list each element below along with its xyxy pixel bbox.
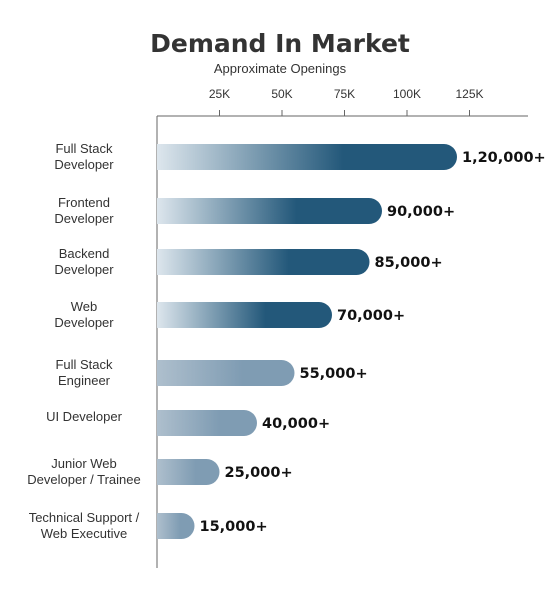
category-label: Developer	[54, 157, 114, 172]
category-label: Full Stack	[55, 357, 113, 372]
category-label: Frontend	[58, 195, 110, 210]
axes: 25K 50K 75K 100K 125K	[156, 87, 528, 568]
category-label: UI Developer	[46, 409, 123, 424]
bar	[157, 513, 195, 539]
category-label: Developer	[54, 262, 114, 277]
category-label: Developer / Trainee	[27, 472, 140, 487]
bar	[157, 302, 332, 328]
category-label: Junior Web	[51, 456, 117, 471]
category-label: Engineer	[58, 373, 111, 388]
chart-title: Demand In Market	[150, 29, 410, 58]
data-label: 90,000+	[387, 204, 455, 220]
bar	[157, 249, 370, 275]
category-label: Backend	[59, 246, 110, 261]
bar	[157, 459, 220, 485]
data-label: 40,000+	[262, 416, 330, 432]
chart-subtitle: Approximate Openings	[214, 61, 347, 76]
bar	[157, 198, 382, 224]
bar	[157, 144, 457, 170]
category-label: Web Executive	[41, 526, 127, 541]
data-label: 25,000+	[225, 465, 293, 481]
data-label: 70,000+	[337, 308, 405, 324]
data-label: 55,000+	[300, 366, 368, 382]
category-label: Technical Support /	[29, 510, 140, 525]
x-tick-label: 25K	[209, 87, 230, 101]
category-label: Full Stack	[55, 141, 113, 156]
data-label: 15,000+	[200, 519, 268, 535]
x-tick-label: 100K	[393, 87, 421, 101]
x-tick-label: 125K	[455, 87, 483, 101]
data-label: 85,000+	[375, 255, 443, 271]
category-label: Developer	[54, 211, 114, 226]
bar	[157, 360, 295, 386]
bars: 1,20,000+Full StackDeveloper90,000+Front…	[27, 141, 545, 541]
category-label: Web	[71, 299, 98, 314]
x-tick-label: 75K	[334, 87, 355, 101]
category-label: Developer	[54, 315, 114, 330]
bar	[157, 410, 257, 436]
data-label: 1,20,000+	[462, 150, 546, 166]
x-tick-label: 50K	[271, 87, 292, 101]
